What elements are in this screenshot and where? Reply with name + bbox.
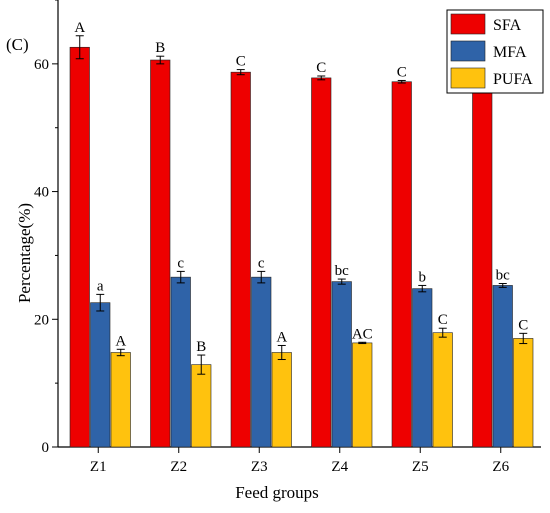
significance-letter: bc (496, 268, 511, 284)
bar-sfa (69, 46, 90, 448)
significance-letter: A (276, 329, 287, 345)
bar-sfa (391, 81, 412, 448)
significance-letter: c (177, 255, 184, 271)
y-tick-label: 20 (34, 312, 49, 328)
bar-sfa (311, 77, 332, 448)
significance-letter: b (419, 269, 427, 285)
significance-letter: A (74, 20, 85, 36)
bar-pufa (271, 352, 292, 448)
x-tick-label: Z4 (331, 459, 348, 475)
panel-label: (C) (6, 35, 29, 54)
legend-label: PUFA (493, 71, 533, 88)
legend-swatch-sfa (450, 13, 486, 35)
bar-pufa (352, 342, 373, 448)
significance-letter: B (196, 339, 206, 355)
significance-letter: C (397, 64, 407, 80)
significance-letter: C (518, 317, 528, 333)
significance-letter: C (316, 60, 326, 76)
significance-letter: AC (352, 326, 373, 342)
x-tick-label: Z3 (251, 459, 268, 475)
significance-letter: A (115, 333, 126, 349)
bar-sfa (472, 78, 493, 448)
bar-mfa (331, 281, 352, 448)
axes: 0 20 40 60 Z1 Z2 Z3 Z4 Z5 Z6 (34, 0, 541, 475)
y-axis-label: Percentage(%) (15, 203, 34, 303)
x-tick-label: Z5 (412, 459, 429, 475)
significance-letter: B (155, 40, 165, 56)
bar-mfa (170, 276, 191, 448)
significance-letter: C (236, 54, 246, 70)
y-tick-label: 60 (34, 57, 49, 73)
significance-letter: bc (335, 263, 350, 279)
bar-pufa (110, 352, 131, 448)
bar-pufa (513, 338, 534, 448)
x-tick-label: Z2 (170, 459, 187, 475)
bar-sfa (150, 59, 171, 448)
legend-swatch-pufa (450, 67, 486, 89)
significance-letter: a (97, 278, 104, 294)
bar-pufa (191, 364, 212, 448)
bar-mfa (412, 288, 433, 448)
bar-mfa (90, 302, 111, 448)
significance-letter: C (438, 312, 448, 328)
bar-mfa (492, 285, 513, 448)
bar-pufa (432, 332, 453, 448)
y-tick-label: 40 (34, 185, 49, 201)
significance-letters: ABCCCCaccbcbbcABAACCC (74, 20, 528, 355)
y-tick-label: 0 (42, 440, 50, 456)
significance-letter: c (258, 255, 265, 271)
bars (69, 46, 534, 448)
legend: SFA MFA PUFA (446, 9, 544, 94)
x-axis-label: Feed groups (235, 483, 319, 502)
legend-label: SFA (493, 17, 522, 34)
x-tick-label: Z6 (492, 459, 509, 475)
bar-sfa (230, 71, 251, 448)
x-tick-label: Z1 (90, 459, 107, 475)
bar-mfa (251, 276, 272, 448)
legend-label: MFA (493, 44, 527, 61)
legend-swatch-mfa (450, 40, 486, 62)
